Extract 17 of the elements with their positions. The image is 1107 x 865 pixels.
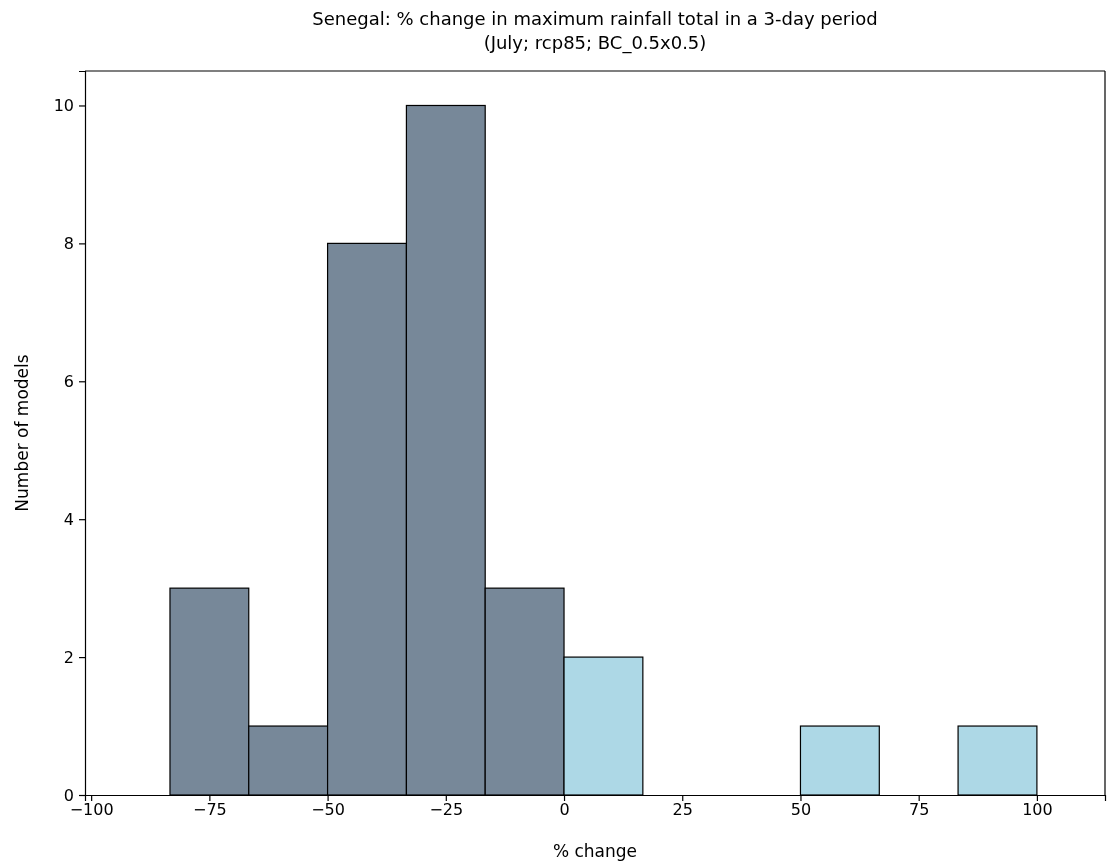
x-axis-title: % change (552, 841, 638, 861)
x-tick-label: 50 (790, 800, 812, 820)
y-tick-label: 4 (63, 509, 74, 529)
x-tick-label: −75 (192, 800, 227, 820)
y-tick-label: 6 (63, 371, 74, 391)
chart-title: Senegal: % change in maximum rainfall total in a 3-day period (312, 8, 878, 29)
y-tick-label: 10 (53, 96, 74, 116)
x-tick-label: 25 (672, 800, 693, 820)
x-tick-label: −50 (311, 800, 345, 820)
y-tick-label: 8 (63, 234, 74, 253)
x-tick-label: 0 (559, 800, 570, 820)
x-tick-label: 100 (1022, 800, 1053, 820)
x-tick-label: −25 (429, 800, 464, 820)
x-tick-label: 75 (909, 800, 930, 820)
chart-subtitle: (July; rcp85; BC_0.5x0.5) (483, 32, 707, 54)
y-tick-label: 2 (63, 647, 74, 667)
y-axis-title: Number of models (12, 354, 32, 512)
